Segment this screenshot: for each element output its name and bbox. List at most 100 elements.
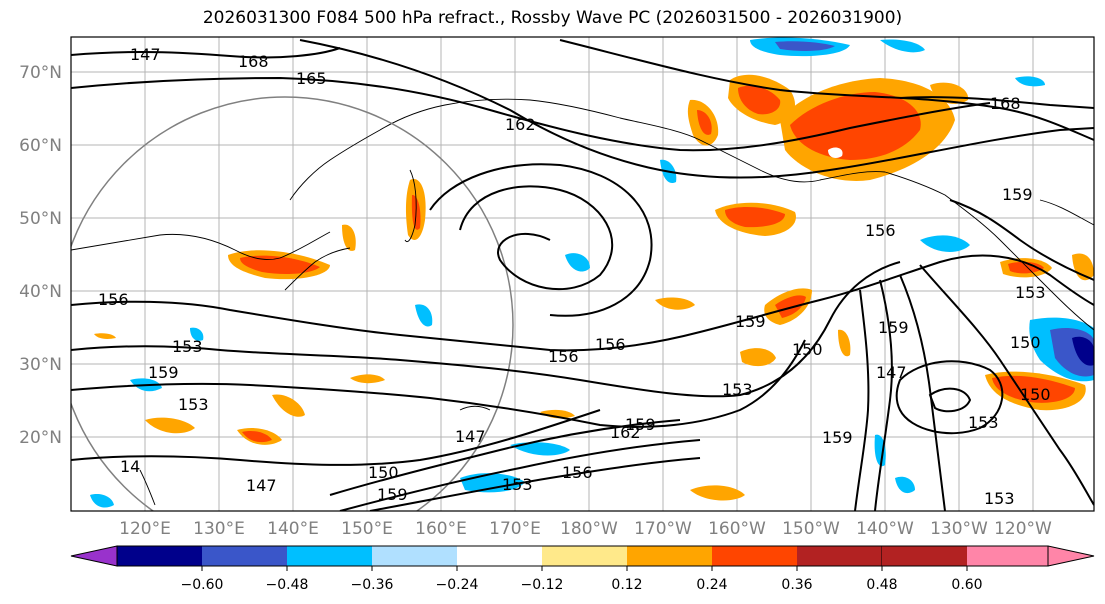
coastlines — [71, 98, 1094, 506]
lon-label: 150°E — [341, 519, 393, 539]
contour-156-e — [919, 264, 1094, 506]
contour-label: 153 — [984, 489, 1015, 508]
anomaly-patch — [992, 375, 1075, 403]
contour-156-arc — [71, 254, 1094, 352]
lat-label: 40°N — [19, 282, 62, 302]
anomaly-patch — [510, 442, 570, 456]
lon-label: 120°E — [119, 519, 171, 539]
contour-147-e — [854, 289, 870, 511]
colorbar-segment — [372, 546, 457, 566]
contour-156-loop — [459, 185, 614, 291]
anomaly-patch — [775, 41, 835, 51]
contour-label: 156 — [595, 335, 626, 354]
contour-label: 159 — [377, 485, 408, 504]
anomaly-patch — [415, 304, 433, 327]
contour-168 — [71, 47, 341, 59]
contour-label: 162 — [610, 423, 641, 442]
lon-label: 140°E — [267, 519, 319, 539]
contour-label: 153 — [502, 475, 533, 494]
anomaly-patch — [272, 394, 305, 417]
anomaly-patch — [565, 253, 590, 272]
colorbar-tick-label: −0.48 — [266, 577, 309, 593]
lon-label: 150°W — [782, 519, 840, 539]
colorbar-tick-label: 0.12 — [611, 577, 642, 593]
anomaly-patch — [838, 329, 851, 357]
contour-153-e — [899, 274, 946, 511]
contour-159-n — [559, 39, 1094, 141]
contour-label: 153 — [722, 380, 753, 399]
contour-159-loop — [429, 163, 653, 317]
colorbar-frame — [116, 545, 1049, 567]
colorbar-tick-label: 0.48 — [866, 577, 897, 593]
colorbar-tick-label: −0.36 — [351, 577, 394, 593]
anomaly-patch — [1015, 76, 1045, 87]
lat-label: 30°N — [19, 355, 62, 375]
latitude-labels: 70°N 60°N 50°N 40°N 30°N 20°N — [19, 63, 62, 448]
anomaly-patch — [738, 85, 781, 115]
colorbar-tick-label: 0.24 — [696, 577, 727, 593]
anomaly-patch — [94, 333, 116, 339]
colorbar-segment — [882, 546, 967, 566]
contour-159-e — [949, 199, 1094, 281]
anomaly-patch — [1008, 261, 1044, 274]
contour-153-ring — [928, 387, 972, 413]
contour-label: 150 — [792, 340, 823, 359]
lon-label: 180°W — [560, 519, 618, 539]
contour-label: 159 — [735, 312, 766, 331]
lat-label: 20°N — [19, 428, 62, 448]
colorbar-tick-label: 0.36 — [781, 577, 812, 593]
map-title: 2026031300 F084 500 hPa refract., Rossby… — [202, 8, 903, 28]
anomaly-patch — [90, 494, 114, 508]
contour-label: 156 — [865, 221, 896, 240]
anomaly-patch — [880, 39, 925, 53]
anomaly-patch — [725, 206, 785, 228]
anomaly-patch — [895, 476, 915, 494]
anomaly-patch — [145, 417, 195, 434]
contour-label: 156 — [98, 290, 129, 309]
contour-159-s — [369, 457, 701, 511]
contour-150 — [71, 339, 806, 428]
colorbar-segment — [712, 546, 797, 566]
contour-label: 159 — [878, 318, 909, 337]
lon-label: 120°W — [994, 519, 1052, 539]
colorbar-segment — [117, 546, 202, 566]
lon-label: 130°W — [930, 519, 988, 539]
projection-circle — [71, 96, 514, 511]
contour-162 — [299, 39, 1094, 179]
anomaly-patch — [190, 327, 204, 341]
contour-label: 14 — [120, 457, 140, 476]
anomaly-patch — [655, 297, 695, 310]
contour-label: 159 — [625, 415, 656, 434]
contour-label: 150 — [368, 463, 399, 482]
colorbar-segment — [457, 546, 542, 566]
colorbar-segment — [627, 546, 712, 566]
contour-150-s — [329, 419, 681, 496]
lon-label: 160°E — [415, 519, 467, 539]
anomaly-patch — [242, 430, 272, 443]
lon-label: 170°W — [634, 519, 692, 539]
contour-165 — [71, 76, 991, 152]
lon-label: 140°W — [856, 519, 914, 539]
anomaly-patch — [350, 374, 385, 384]
colorbar-segment — [542, 546, 627, 566]
colorbar-segment — [202, 546, 287, 566]
colorbar-extend-min — [70, 545, 118, 567]
anomaly-patch — [697, 110, 712, 135]
contour-label: 147 — [246, 476, 277, 495]
contour-labels: 168 165 162 168 159 156 156 156 156 159 … — [98, 45, 1051, 508]
contour-label: 147 — [455, 427, 486, 446]
lat-label: 60°N — [19, 136, 62, 156]
contour-153-s — [339, 439, 701, 511]
contour-153 — [71, 261, 901, 398]
contour-150-ring — [895, 360, 1004, 435]
contour-label: 168 — [990, 94, 1021, 113]
anomaly-patch — [828, 147, 843, 158]
map-frame — [70, 36, 1095, 512]
lat-label: 70°N — [19, 63, 62, 83]
contour-label: 153 — [178, 395, 209, 414]
colorbar-tick-label: −0.60 — [181, 577, 224, 593]
contour-label: 159 — [148, 363, 179, 382]
contour-label: 156 — [562, 463, 593, 482]
anomaly-patch — [874, 434, 886, 467]
